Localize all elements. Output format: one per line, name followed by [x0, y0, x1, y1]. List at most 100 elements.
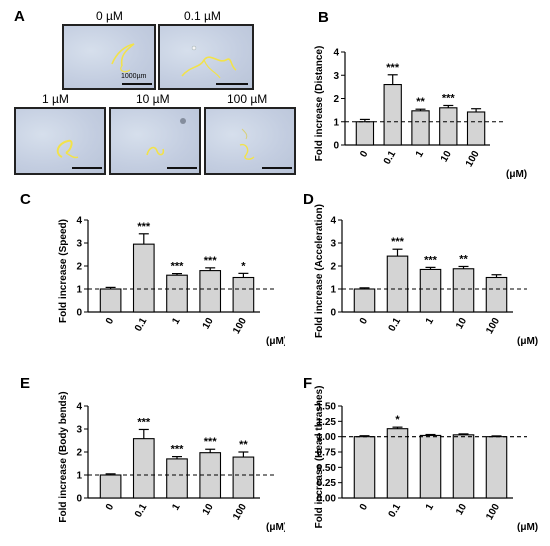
- y-axis-label: Fold increase (Distance): [314, 46, 325, 162]
- x-tick-label: 10: [439, 149, 454, 165]
- significance-label: *: [241, 260, 246, 272]
- micrograph-0.1uM: [158, 24, 254, 90]
- x-tick-label: 0.1: [387, 316, 404, 334]
- x-tick-label: 1: [170, 316, 183, 327]
- y-tick-label: 0.50: [317, 463, 337, 474]
- bar: [452, 268, 475, 313]
- scale-bar: [167, 167, 197, 169]
- significance-label: ***: [442, 92, 456, 104]
- y-axis-label: Fold increase (Speed): [58, 219, 69, 323]
- y-tick-label: 2: [76, 262, 82, 273]
- bar: [232, 456, 255, 499]
- significance-label: ***: [137, 221, 151, 233]
- y-tick-label: 3: [76, 239, 82, 250]
- bar: [485, 276, 508, 313]
- micrograph-1uM: [14, 107, 106, 175]
- micrograph-100uM: [204, 107, 296, 175]
- scale-bar: [262, 167, 292, 169]
- x-tick-label: 0.1: [382, 149, 399, 167]
- x-tick-label: 100: [484, 316, 502, 336]
- panel-letter: C: [20, 191, 31, 208]
- bar: [411, 110, 430, 146]
- y-axis-label: Fold increase (Head thrashes): [314, 386, 325, 529]
- bar: [199, 270, 222, 313]
- y-axis-label: Fold increase (Body bends): [58, 391, 69, 522]
- micrograph-10uM: [109, 107, 201, 175]
- scale-bar-label: 1000µm: [121, 73, 147, 80]
- significance-label: *: [395, 414, 400, 426]
- y-tick-label: 2: [76, 448, 82, 459]
- y-axis-label: Fold increase (Acceleration): [314, 204, 325, 338]
- significance-label: ***: [171, 444, 185, 456]
- bar: [386, 255, 409, 313]
- y-tick-label: 0: [330, 308, 336, 319]
- y-tick-label: 1.50: [317, 402, 337, 413]
- x-tick-label: 10: [201, 316, 216, 332]
- x-tick-label: 100: [464, 149, 482, 169]
- y-tick-label: 0: [76, 494, 82, 505]
- x-tick-label: 10: [201, 502, 216, 518]
- y-tick-label: 1: [333, 117, 339, 128]
- y-tick-label: 4: [330, 216, 336, 227]
- y-tick-label: 1.00: [317, 432, 337, 443]
- significance-label: ***: [204, 436, 218, 448]
- chart-body-bends: E 0 1 2 3 4 Fold increase (Body bends) 0 *** 0.1 *…: [20, 375, 285, 533]
- bar: [355, 121, 375, 146]
- bar: [466, 111, 486, 146]
- x-tick-label: 0: [104, 316, 117, 327]
- significance-label: ***: [204, 255, 218, 267]
- x-tick-label: 1: [424, 316, 437, 327]
- chart-distance: B 0 1 2 3 4 Fold increase (Distance) 0 *** 0.1 ** 1…: [314, 9, 527, 180]
- significance-label: **: [416, 96, 425, 108]
- bar: [419, 268, 442, 313]
- bar: [353, 288, 376, 313]
- x-tick-label: 100: [231, 502, 249, 522]
- significance-label: **: [239, 439, 248, 451]
- significance-label: ***: [171, 261, 185, 273]
- x-tick-label: 0: [358, 316, 371, 327]
- x-tick-label: 0: [358, 149, 371, 160]
- significance-label: ***: [386, 62, 400, 74]
- y-tick-label: 1: [76, 471, 82, 482]
- x-unit-label: (μM): [506, 169, 527, 180]
- significance-label: ***: [137, 416, 151, 428]
- x-unit-label: (μM): [517, 522, 538, 533]
- chart-acceleration: D 0 1 2 3 4 Fold increase (Acceleration) 0 *** 0.…: [303, 191, 538, 347]
- x-tick-label: 10: [454, 502, 469, 518]
- bar: [383, 84, 402, 146]
- x-tick-label: 1: [170, 502, 183, 513]
- y-tick-label: 2: [333, 94, 339, 105]
- x-tick-label: 0.1: [133, 316, 150, 334]
- y-tick-label: 0: [76, 308, 82, 319]
- bar: [419, 434, 442, 499]
- y-tick-label: 4: [333, 48, 339, 59]
- bar: [232, 276, 255, 313]
- bar: [166, 274, 188, 313]
- y-tick-label: 4: [76, 402, 82, 413]
- panel-letter: B: [318, 9, 329, 26]
- panel-letter: D: [303, 191, 314, 208]
- significance-label: ***: [391, 236, 405, 248]
- x-tick-label: 1: [424, 502, 437, 513]
- scale-bar: [72, 167, 102, 169]
- bar: [452, 434, 475, 499]
- panel-a-letter: A: [14, 8, 25, 25]
- y-tick-label: 0.00: [317, 494, 337, 505]
- y-tick-label: 0.25: [317, 478, 337, 489]
- y-tick-label: 0: [333, 141, 339, 152]
- y-tick-label: 3: [330, 239, 336, 250]
- x-tick-label: 100: [231, 316, 249, 336]
- x-tick-label: 0: [358, 502, 371, 513]
- scale-bar: [122, 83, 152, 85]
- bar: [166, 458, 188, 499]
- significance-label: ***: [424, 254, 438, 266]
- label-0uM: 0 µM: [96, 9, 123, 23]
- x-tick-label: 0.1: [133, 502, 150, 520]
- bar: [99, 474, 122, 499]
- bar: [132, 243, 155, 313]
- bar: [99, 288, 122, 313]
- y-tick-label: 2: [330, 262, 336, 273]
- significance-label: **: [459, 253, 468, 265]
- y-tick-label: 3: [76, 425, 82, 436]
